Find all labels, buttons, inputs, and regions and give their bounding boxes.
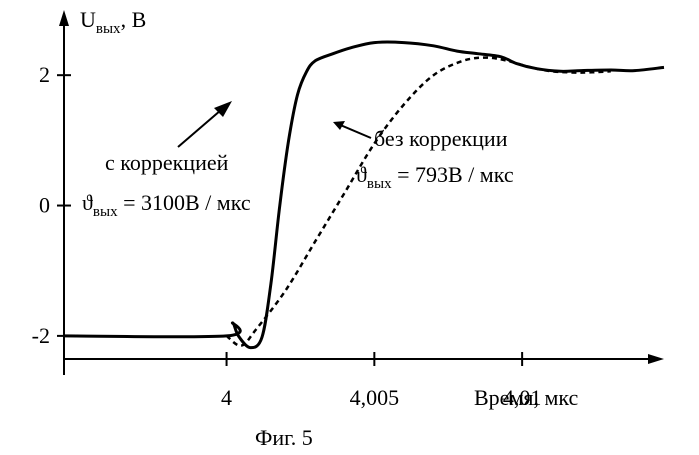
series-line-uncorrected — [227, 58, 611, 346]
y-axis-title-sub: вых — [96, 21, 121, 37]
annotation-uncorrected-label: без коррекции — [374, 126, 508, 151]
x-axis-arrow — [648, 354, 664, 364]
annotation-corrected-label: с коррекцией — [105, 150, 229, 175]
annotation-uncorrected-formula: ϑвых = 793В / мкс — [356, 162, 514, 192]
annotation-corrected-formula: ϑвых = 3100В / мкс — [82, 190, 251, 220]
figure-caption: Фиг. 5 — [255, 425, 313, 450]
y-tick-label: -2 — [32, 323, 50, 348]
x-axis-title: Время, мкс — [474, 385, 579, 410]
y-axis-title: Uвых, В — [80, 7, 146, 37]
y-tick-label: 0 — [39, 193, 50, 218]
x-tick-label: 4,005 — [350, 385, 400, 410]
y-axis-title-main: U — [80, 7, 96, 32]
x-tick-label: 4 — [221, 385, 232, 410]
y-axis-title-unit: , В — [121, 7, 147, 32]
annotation-uncorrected-arrow — [338, 124, 371, 138]
y-axis-arrow — [59, 10, 69, 26]
y-tick-label: 2 — [39, 62, 50, 87]
